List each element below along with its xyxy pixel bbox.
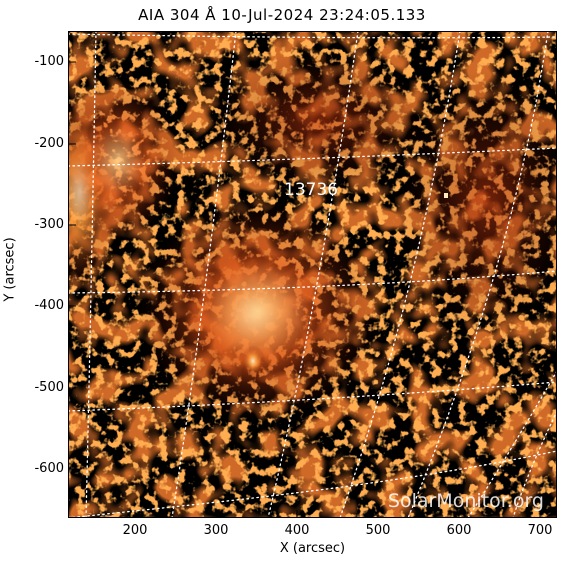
plot-frame bbox=[68, 31, 557, 518]
x-axis-label: X (arcsec) bbox=[279, 541, 346, 556]
x-tick-label: 500 bbox=[365, 523, 391, 538]
x-tick-marks bbox=[134, 510, 541, 518]
y-tick-marks bbox=[68, 61, 76, 470]
latitude-line bbox=[68, 33, 557, 39]
longitude-line bbox=[171, 31, 237, 518]
latitude-line bbox=[68, 147, 557, 167]
x-tick-label: 400 bbox=[284, 523, 310, 538]
solar-image-panel: 13736 SolarMonitor.org bbox=[68, 31, 557, 518]
y-tick-label: -100 bbox=[34, 54, 64, 69]
longitude-line bbox=[512, 410, 557, 518]
coordinate-grid bbox=[68, 31, 557, 518]
x-tick-label: 600 bbox=[446, 523, 472, 538]
latitude-line bbox=[68, 381, 557, 412]
watermark-text: SolarMonitor.org bbox=[388, 490, 544, 512]
y-tick-label: -500 bbox=[34, 380, 64, 395]
image-title: AIA 304 Å 10-Jul-2024 23:24:05.133 bbox=[138, 6, 426, 24]
y-tick-label: -600 bbox=[34, 461, 64, 476]
y-tick-label: -400 bbox=[34, 298, 64, 313]
longitude-line bbox=[467, 370, 557, 518]
longitude-line bbox=[407, 31, 549, 518]
longitude-line bbox=[85, 31, 97, 518]
x-tick-label: 200 bbox=[122, 523, 148, 538]
latitude-line bbox=[68, 270, 557, 294]
bright-pixel-right bbox=[444, 193, 448, 198]
y-axis-label: Y (arcsec) bbox=[2, 237, 18, 302]
y-tick-label: -300 bbox=[34, 217, 64, 232]
x-tick-label: 300 bbox=[203, 523, 229, 538]
longitude-line bbox=[339, 31, 461, 518]
latitude-line bbox=[68, 450, 557, 518]
plage-upper-mid bbox=[208, 51, 428, 191]
plage-right bbox=[398, 71, 557, 331]
bright-region-upper-left bbox=[68, 81, 178, 241]
bright-point-lower bbox=[241, 345, 265, 377]
longitude-line bbox=[267, 31, 359, 518]
y-tick-label: -200 bbox=[34, 136, 64, 151]
region-number-label: 13736 bbox=[284, 180, 338, 200]
x-tick-label: 700 bbox=[527, 523, 553, 538]
active-region-halo bbox=[138, 201, 378, 421]
